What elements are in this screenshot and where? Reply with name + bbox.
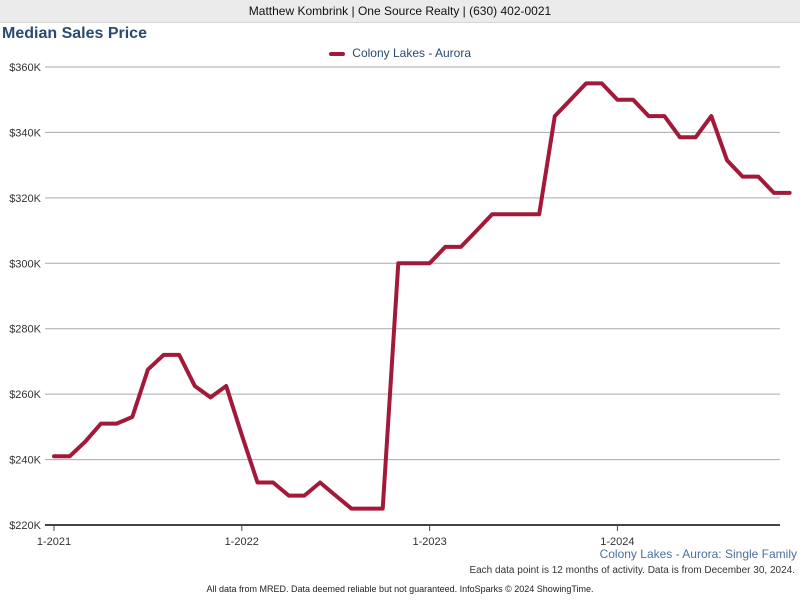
x-tick-label: 1-2021 xyxy=(37,536,71,548)
chart-legend[interactable]: Colony Lakes - Aurora xyxy=(0,46,800,60)
x-tick-label: 1-2024 xyxy=(600,536,634,548)
x-tick-label: 1-2023 xyxy=(412,536,446,548)
y-tick-label: $340K xyxy=(9,127,41,139)
y-tick-label: $300K xyxy=(9,258,41,270)
y-tick-label: $240K xyxy=(9,455,41,467)
y-tick-label: $280K xyxy=(9,324,41,336)
y-tick-label: $360K xyxy=(9,62,41,74)
legend-swatch xyxy=(328,51,345,56)
x-tick-label: 1-2022 xyxy=(225,536,259,548)
agent-header-bar: Matthew Kombrink | One Source Realty | (… xyxy=(0,0,800,23)
chart-title: Median Sales Price xyxy=(2,25,147,42)
y-tick-label: $260K xyxy=(9,389,41,401)
chart-subtitle: Colony Lakes - Aurora: Single Family xyxy=(599,547,797,561)
legend-label: Colony Lakes - Aurora xyxy=(352,46,472,60)
footer-disclaimer: All data from MRED. Data deemed reliable… xyxy=(206,584,594,594)
series-line[interactable] xyxy=(52,81,792,511)
data-period-note: Each data point is 12 months of activity… xyxy=(469,565,795,576)
y-tick-label: $220K xyxy=(9,520,41,532)
y-tick-label: $320K xyxy=(9,193,41,205)
agent-header-text: Matthew Kombrink | One Source Realty | (… xyxy=(248,4,552,18)
